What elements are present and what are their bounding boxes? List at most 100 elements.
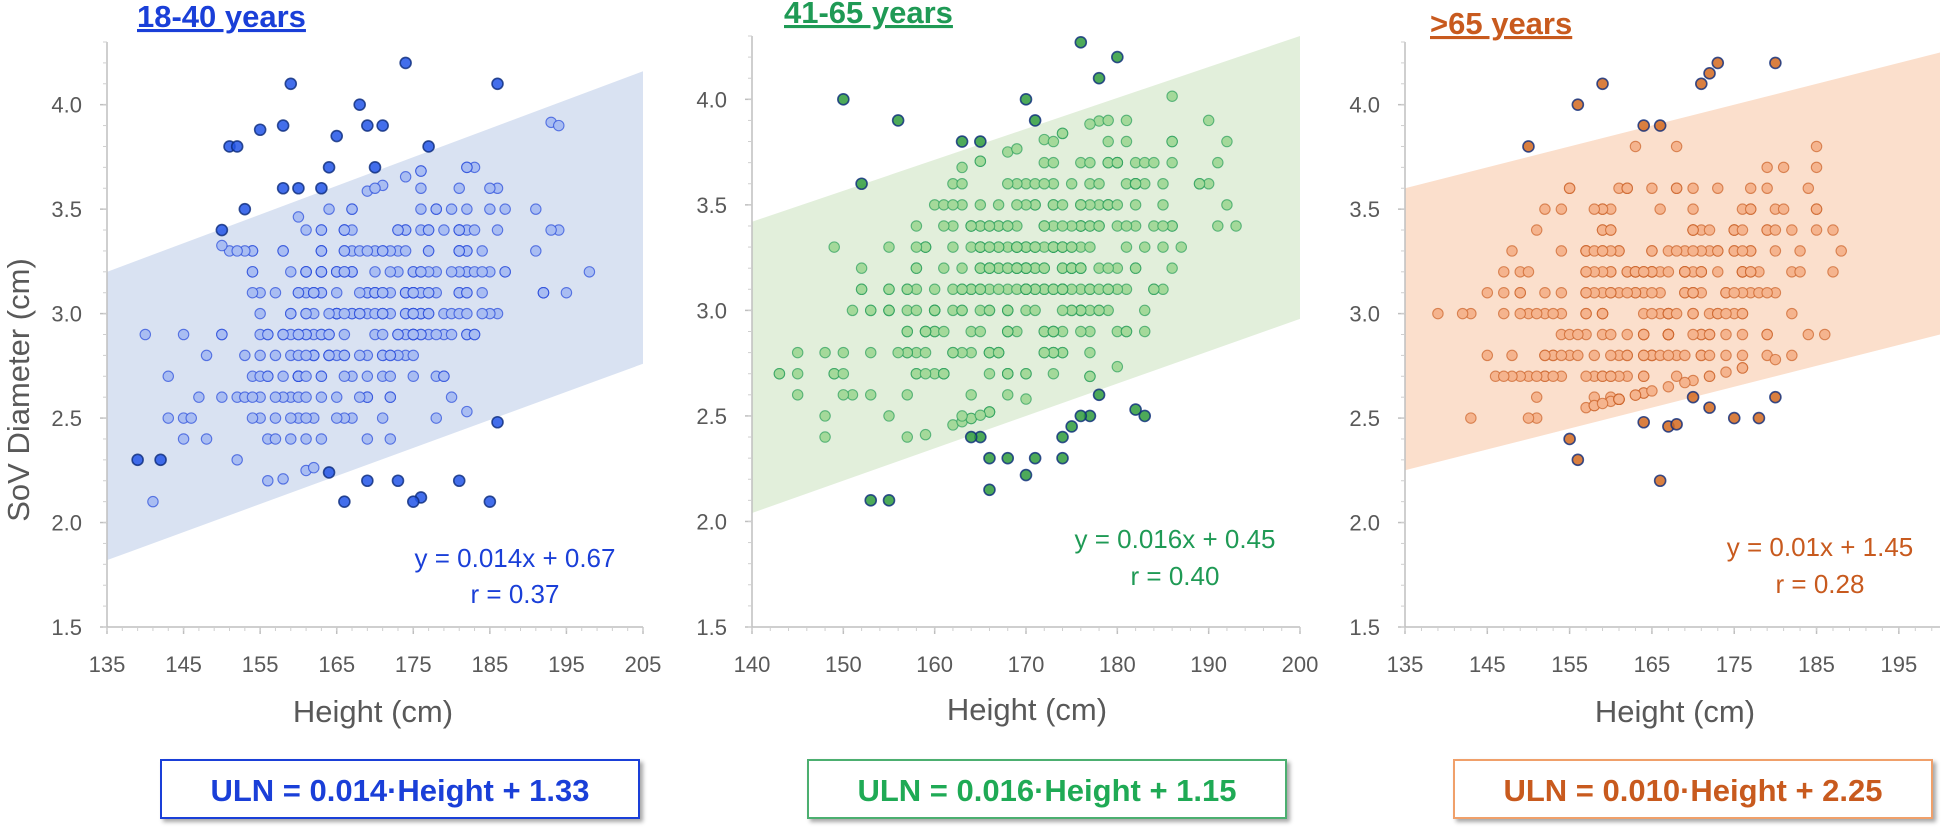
data-point [992,199,1005,211]
data-point [1555,349,1568,362]
data-point [461,307,473,320]
data-point [384,433,397,445]
data-point [438,370,450,383]
correlation-r: r = 0.37 [471,579,560,609]
data-point [1056,199,1069,211]
y-tick-label: 4.0 [696,87,727,112]
data-point [956,161,968,174]
data-point [1687,182,1699,195]
data-point [1810,161,1823,174]
data-point [1038,346,1051,359]
data-point [1761,328,1773,341]
data-point [269,412,282,424]
data-point [1810,203,1823,215]
data-point [1720,328,1732,341]
data-point [476,286,488,299]
data-point [1580,286,1592,299]
data-point [415,165,427,177]
data-point [1580,266,1592,278]
data-point [307,461,320,474]
data-point [1786,307,1798,320]
data-point [1138,241,1151,253]
data-point [1712,266,1724,278]
data-point [315,391,328,403]
x-tick-label: 175 [395,652,432,677]
outlier-point [376,119,389,132]
data-point [919,367,932,380]
data-point [376,412,389,424]
data-point [384,266,397,278]
data-point [1695,266,1708,278]
outlier-point [1695,77,1708,91]
outlier-point [1596,77,1609,91]
data-point [883,241,895,253]
data-point [883,304,895,317]
data-point [837,367,850,380]
outlier-point [1019,93,1033,106]
data-point [430,412,443,424]
data-point [1744,203,1757,215]
data-point [461,203,473,215]
data-point [246,286,259,299]
outlier-point [215,223,229,237]
y-tick-label: 4.0 [1349,93,1380,118]
outlier-point [1074,409,1088,423]
data-point [1687,245,1699,257]
data-point [1744,182,1757,195]
data-point [269,286,282,299]
data-point [338,307,351,320]
data-point [1662,328,1675,341]
data-point [246,412,259,424]
data-point [837,346,850,359]
data-point [1084,241,1096,253]
data-point [285,307,297,320]
data-point [1001,220,1014,232]
data-point [1011,262,1023,274]
data-point [983,220,996,232]
outlier-point [131,453,144,467]
data-point [315,266,328,278]
x-tick-label: 140 [734,652,771,677]
x-tick-label: 135 [89,652,126,677]
data-point [1539,203,1551,215]
data-point [1736,307,1749,320]
uln-formula-41-65: ULN = 0.016·Height + 1.15 [807,759,1287,819]
outlier-point [253,123,267,137]
outlier-point [491,77,504,91]
data-point [1827,224,1839,236]
data-point [1654,203,1666,215]
data-point [369,266,381,278]
data-point [147,495,159,508]
data-point [1687,328,1699,341]
data-point [1588,203,1601,215]
uln-formula-over-65: ULN = 0.010·Height + 2.25 [1453,759,1933,819]
outlier-point [1019,468,1033,482]
data-point [407,370,420,383]
data-point [1670,245,1683,257]
x-tick-label: 190 [1190,652,1227,677]
outlier-point [1637,415,1650,429]
y-tick-label: 3.5 [696,193,727,218]
data-point [983,262,996,274]
data-point [200,349,213,362]
data-point [330,412,343,424]
data-point [1547,370,1559,383]
x-tick-label: 155 [242,652,279,677]
outlier-point [1065,420,1078,433]
outlier-point [1670,418,1683,431]
data-point [292,211,305,223]
x-tick-label: 175 [1716,652,1753,677]
x-tick-label: 150 [825,652,862,677]
data-point [476,307,488,320]
data-point [1637,370,1650,383]
data-point [1498,266,1510,278]
data-point [928,304,941,317]
data-point [901,325,914,338]
data-point [476,266,488,278]
plot-area: 1.5 2.0 2.5 3.0 3.5 4.0 135 145 155 165 175 185 195 [1349,41,1940,677]
data-point [1514,286,1526,299]
data-point [353,349,366,362]
data-point [1129,178,1142,190]
data-point [407,328,420,341]
data-point [422,224,435,236]
